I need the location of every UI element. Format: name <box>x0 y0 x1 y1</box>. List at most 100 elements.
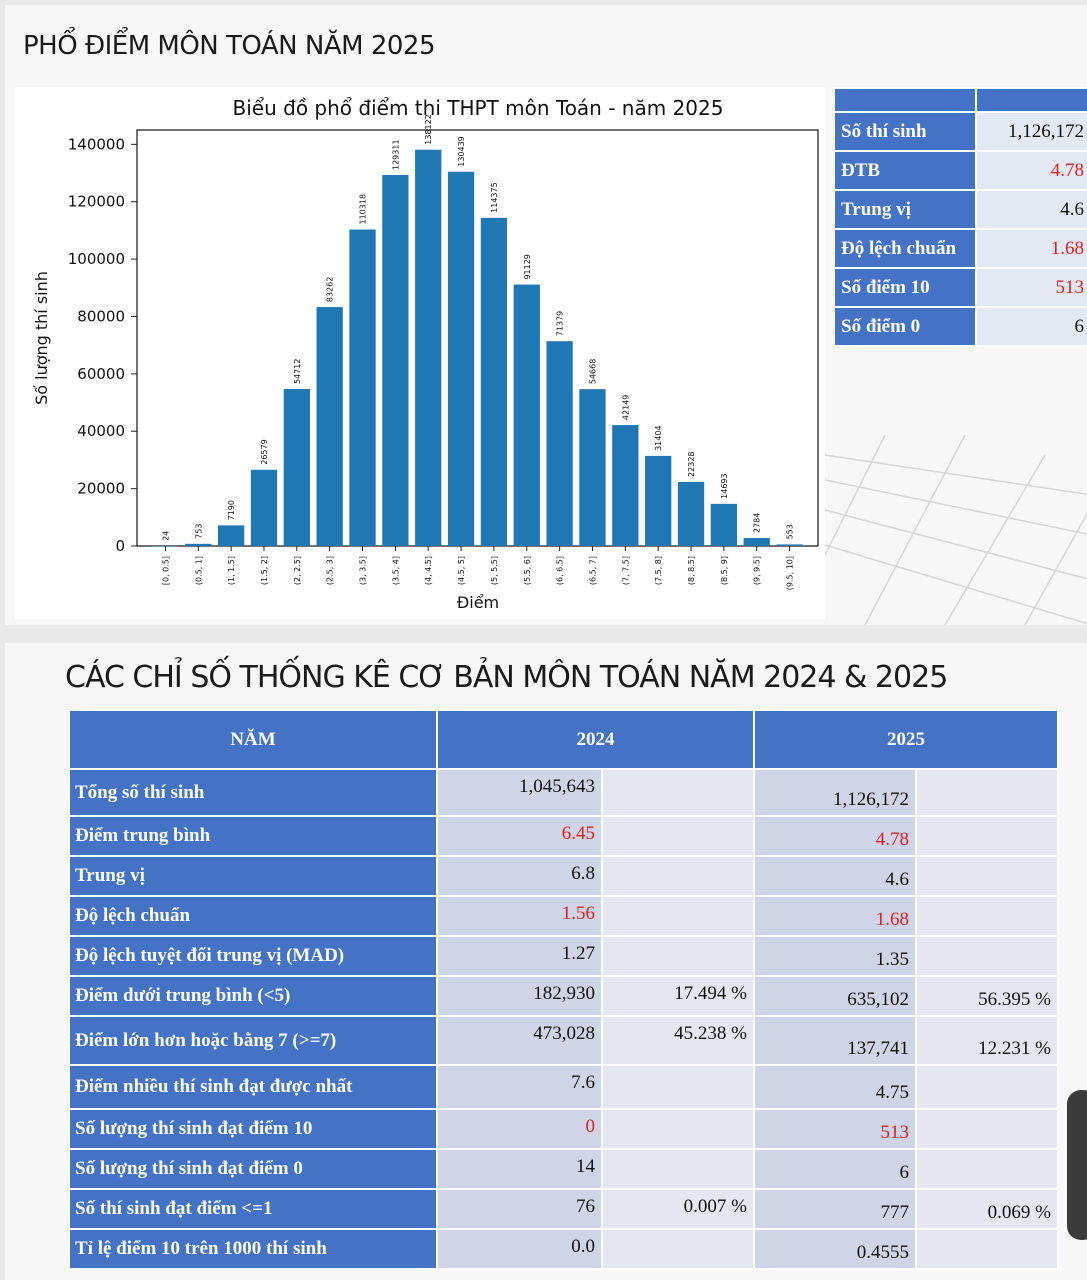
section-title-distribution: PHỔ ĐIỂM MÔN TOÁN NĂM 2025 <box>23 31 436 61</box>
chart-svg: Biểu đồ phổ điểm thi THPT môn Toán - năm… <box>32 96 819 612</box>
bar-value-label: 22328 <box>687 451 696 476</box>
percent-2024: 17.494 % <box>601 975 755 1017</box>
row-label: Điểm dưới trung bình (<5) <box>68 975 438 1017</box>
bar-value-label: 71379 <box>556 311 565 336</box>
percent-2024 <box>601 1064 755 1110</box>
value-2024: 473,028 <box>436 1015 603 1066</box>
bar <box>185 543 212 546</box>
row-label: Độ lệch chuẩn <box>68 895 438 937</box>
bar-value-label: 130439 <box>457 136 466 167</box>
statistics-row: Số lượng thí sinh đạt điểm 0 14 6 <box>68 1148 1059 1190</box>
value-2025: 1.68 <box>753 895 917 937</box>
value-2024: 7.6 <box>436 1064 603 1110</box>
x-tick-label: (2.5, 3] <box>326 556 335 585</box>
bar <box>283 389 310 546</box>
x-tick-label: (6.5, 7] <box>588 556 597 585</box>
bar-value-label: 553 <box>786 524 795 539</box>
bar <box>645 455 672 546</box>
bar <box>349 229 376 546</box>
row-label: Số lượng thí sinh đạt điểm 10 <box>68 1108 438 1150</box>
y-tick-label: 100000 <box>68 250 125 268</box>
side-stat-label: ĐTB <box>833 150 977 191</box>
x-tick-label: (4, 4.5] <box>424 556 433 585</box>
percent-2025: 0.069 % <box>915 1188 1059 1230</box>
statistics-row: Điểm lớn hơn hoặc bằng 7 (>=7) 473,028 45.… <box>68 1015 1059 1066</box>
bar <box>382 175 409 546</box>
percent-2024: 0.007 % <box>601 1188 755 1230</box>
percent-2024 <box>601 855 755 897</box>
plot-frame <box>136 129 819 547</box>
side-stat-row: Độ lệch chuẩn 1.68 <box>833 228 1087 269</box>
bar <box>250 469 278 546</box>
bar <box>579 389 606 546</box>
percent-2025 <box>915 895 1059 937</box>
value-2024: 182,930 <box>436 975 603 1017</box>
side-stat-value: 1.68 <box>974 228 1087 269</box>
y-tick-label: 80000 <box>77 307 125 325</box>
bar-value-label: 54712 <box>293 359 302 384</box>
percent-2024 <box>601 935 755 977</box>
side-stats-header <box>833 87 1087 113</box>
bar-value-label: 54668 <box>588 359 597 384</box>
bar-value-label: 753 <box>194 524 203 539</box>
x-tick-label: (3.5, 4] <box>391 556 400 585</box>
bar-value-label: 2784 <box>753 513 762 533</box>
header-2024: 2024 <box>436 709 755 770</box>
side-stat-row: ĐTB 4.78 <box>833 150 1087 191</box>
value-2025: 777 <box>753 1188 917 1230</box>
percent-2024 <box>601 815 755 857</box>
bar-value-label: 7190 <box>227 500 236 520</box>
value-2024: 1.27 <box>436 935 603 977</box>
side-stat-label: Số điểm 0 <box>833 306 977 347</box>
y-tick-label: 120000 <box>68 193 125 211</box>
x-tick-label: (0.5, 1] <box>194 556 203 585</box>
x-tick-label: (5.5, 6] <box>523 556 532 585</box>
statistics-row: Trung vị 6.8 4.6 <box>68 855 1059 897</box>
y-tick-label: 40000 <box>77 422 125 440</box>
percent-2025: 12.231 % <box>915 1015 1059 1066</box>
distribution-panel: PHỔ ĐIỂM MÔN TOÁN NĂM 2025 Biểu đồ phổ đ… <box>5 5 1087 625</box>
y-tick-label: 20000 <box>77 480 125 498</box>
row-label: Độ lệch tuyệt đối trung vị (MAD) <box>68 935 438 977</box>
value-2025: 1.35 <box>753 935 917 977</box>
bar <box>710 503 738 546</box>
value-2024: 0.0 <box>436 1228 603 1270</box>
statistics-row: Tỉ lệ điểm 10 trên 1000 thí sinh 0.0 0.455… <box>68 1228 1059 1270</box>
statistics-table: NĂM 2024 2025 Tổng số thí sinh 1,045,643 1… <box>68 709 1059 1270</box>
side-stat-value: 6 <box>974 306 1087 347</box>
x-tick-label: (9, 9.5] <box>753 556 762 585</box>
row-label: Số lượng thí sinh đạt điểm 0 <box>68 1148 438 1190</box>
bar <box>217 525 245 546</box>
x-tick-label: (7.5, 8] <box>654 556 663 585</box>
statistics-row: Điểm nhiều thí sinh đạt được nhất 7.6 4.75 <box>68 1064 1059 1110</box>
value-2025: 4.75 <box>753 1064 917 1110</box>
statistics-row: Độ lệch tuyệt đối trung vị (MAD) 1.27 1.35 <box>68 935 1059 977</box>
bar-value-label: 14693 <box>720 473 729 498</box>
bar <box>480 217 508 547</box>
x-tick-label: (3, 3.5] <box>359 556 368 585</box>
x-tick-label: (6, 6.5] <box>556 556 565 585</box>
percent-2025: 56.395 % <box>915 975 1059 1017</box>
bar <box>677 481 705 546</box>
y-tick-label: 0 <box>115 537 125 555</box>
side-header-cell <box>833 87 977 113</box>
bar-value-label: 91129 <box>523 254 532 279</box>
value-2024: 6.45 <box>436 815 603 857</box>
value-2024: 14 <box>436 1148 603 1190</box>
value-2024: 1,045,643 <box>436 768 603 817</box>
bar <box>316 307 343 546</box>
y-tick-label: 60000 <box>77 365 125 383</box>
value-2025: 513 <box>753 1108 917 1150</box>
statistics-row: Số lượng thí sinh đạt điểm 10 0 513 <box>68 1108 1059 1150</box>
scroll-handle[interactable] <box>1067 1090 1087 1240</box>
side-header-cell <box>974 87 1087 113</box>
bar-value-label: 42149 <box>621 395 630 420</box>
bar <box>513 284 540 546</box>
y-tick-label: 140000 <box>68 135 125 153</box>
bar-value-label: 24 <box>161 531 170 541</box>
x-tick-label: (9.5, 10] <box>786 556 795 590</box>
bar-value-label: 83262 <box>326 277 335 302</box>
statistics-row: Độ lệch chuẩn 1.56 1.68 <box>68 895 1059 937</box>
value-2024: 76 <box>436 1188 603 1230</box>
side-stat-value: 4.6 <box>974 189 1087 230</box>
